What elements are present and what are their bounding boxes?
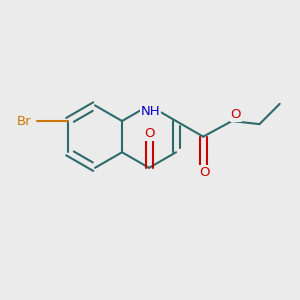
Text: NH: NH <box>141 106 160 118</box>
Text: O: O <box>231 108 241 121</box>
Text: O: O <box>199 166 210 179</box>
Text: Br: Br <box>17 115 32 128</box>
Text: O: O <box>144 127 154 140</box>
